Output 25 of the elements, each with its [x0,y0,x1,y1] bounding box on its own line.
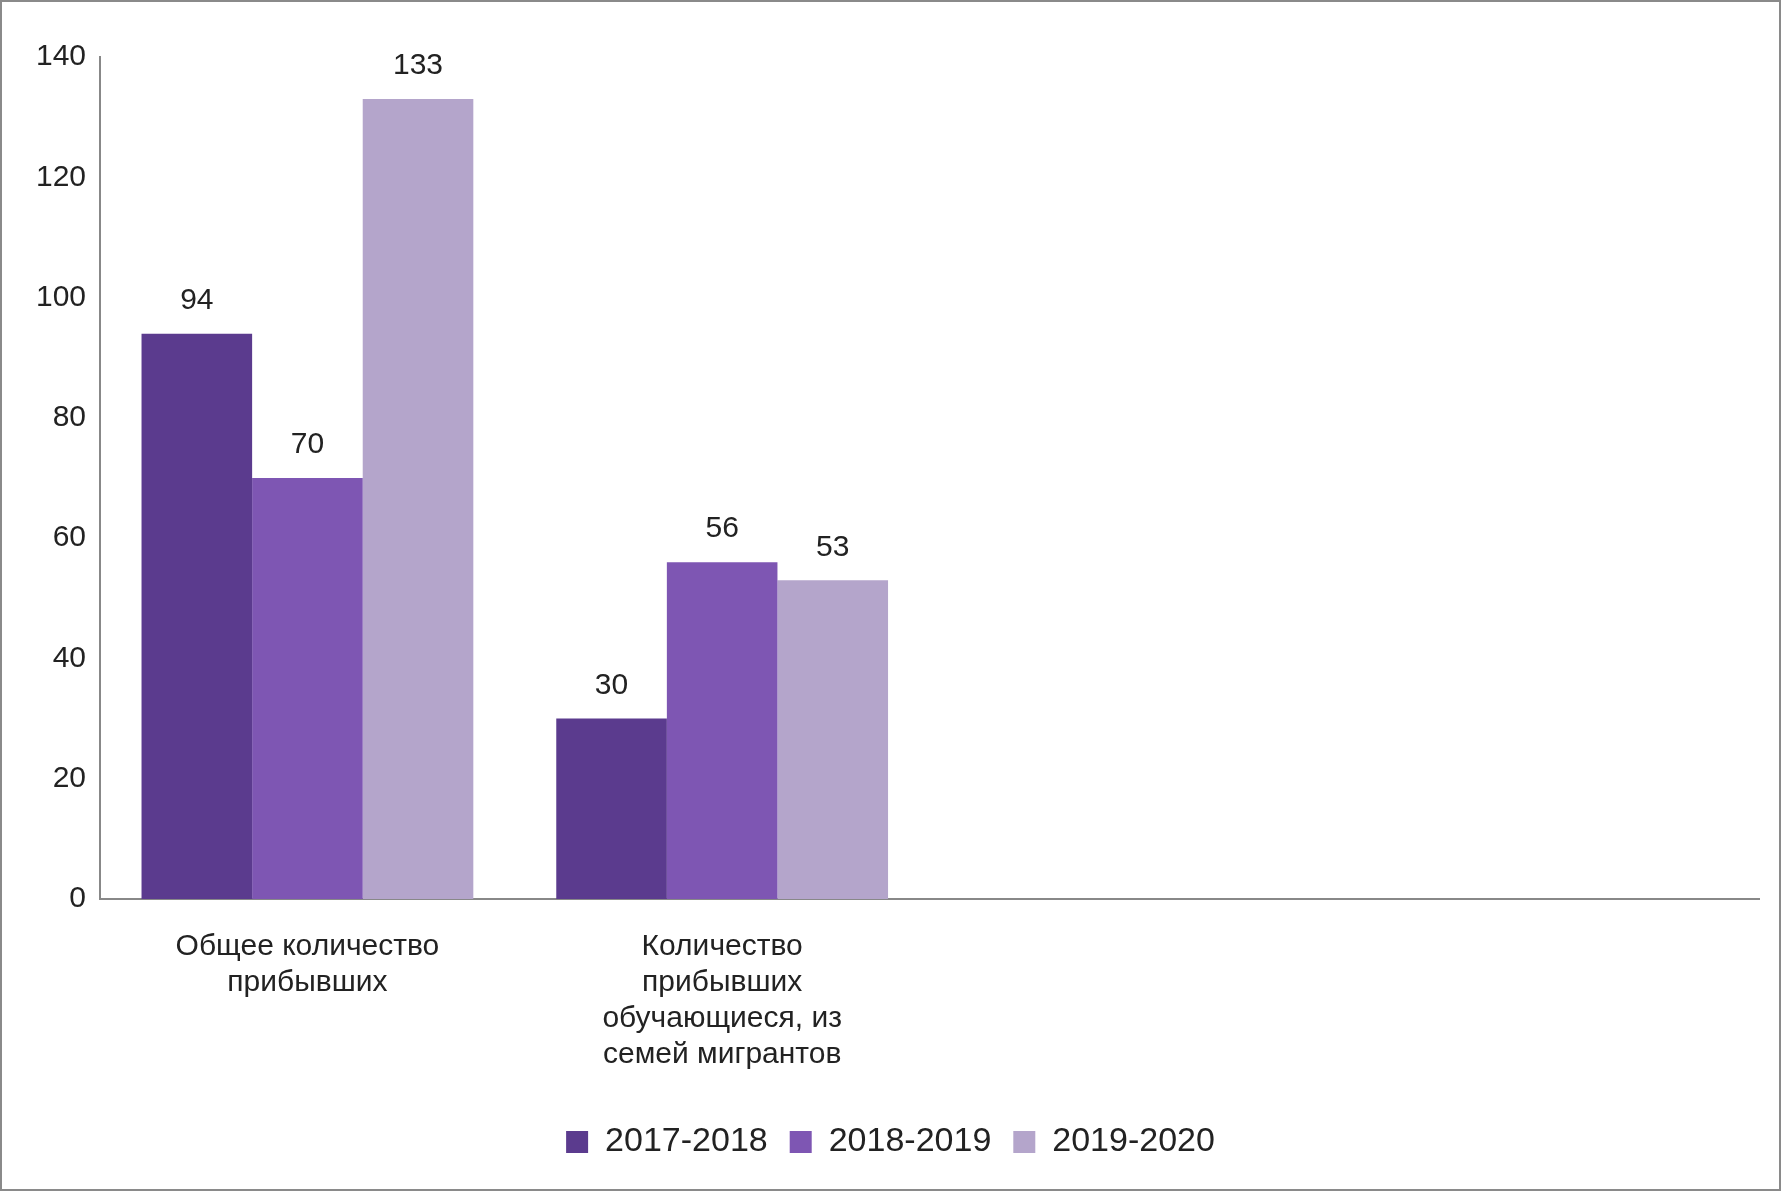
data-label: 53 [816,528,850,562]
y-tick-label: 80 [52,399,87,433]
y-tick-label: 40 [52,639,87,673]
data-label: 70 [290,426,325,460]
data-label: 94 [180,281,214,315]
y-tick-label: 0 [69,880,87,914]
y-tick-label: 120 [35,158,87,192]
bar [252,478,363,899]
bar [362,99,474,899]
data-label: 56 [705,510,739,544]
bar [666,562,778,899]
x-tick-label: Общее количество прибывших [175,928,440,998]
bar [141,333,253,899]
bar [777,580,889,899]
legend-label: 2019-2020 [1052,1120,1215,1159]
y-tick-label: 140 [35,38,87,72]
y-tick-label: 60 [52,519,87,553]
data-label: 133 [392,47,444,81]
y-tick-label: 20 [52,759,87,793]
bar [556,718,667,899]
legend-label: 2018-2019 [828,1120,992,1159]
data-label: 30 [594,666,629,700]
y-tick-label: 100 [35,278,87,312]
x-tick-label: Количество прибывших обучающиеся, из семей мигрантов [602,928,842,1070]
legend-label: 2017-2018 [605,1120,768,1159]
